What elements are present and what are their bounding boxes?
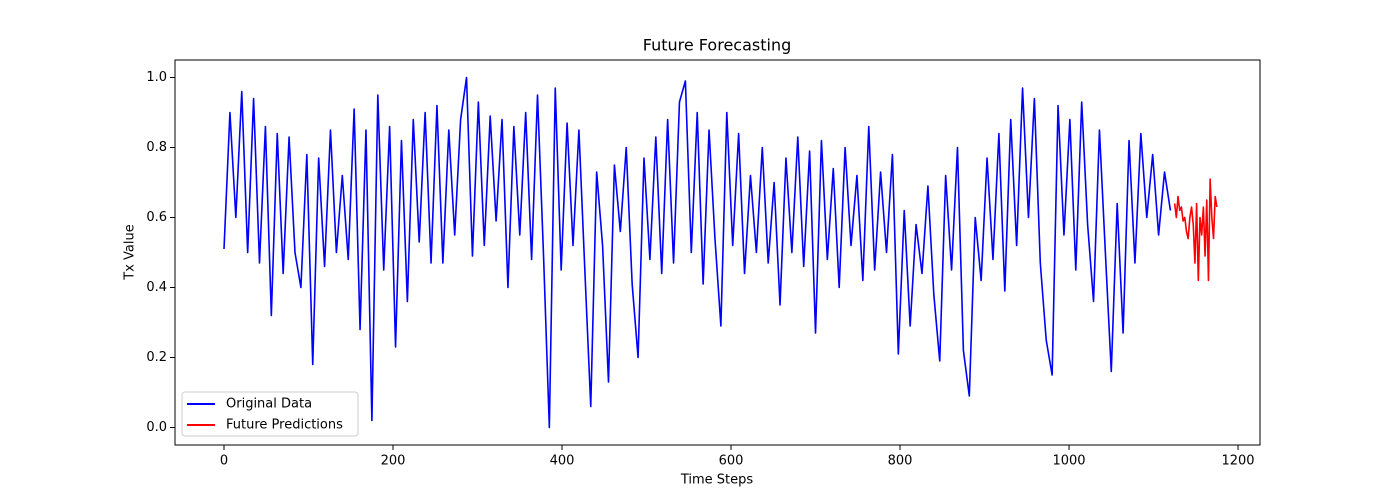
y-tick-label: 0.0 [146,420,167,435]
legend-label: Future Predictions [226,418,343,433]
x-tick-label: 1000 [1052,454,1085,469]
x-tick-label: 800 [888,454,913,469]
x-tick-label: 200 [381,454,406,469]
legend-label: Original Data [226,397,312,412]
legend-box [181,391,359,437]
y-tick-label: 0.2 [146,350,167,365]
y-tick-label: 0.4 [146,280,167,295]
y-axis-label: Tx Value [123,224,138,280]
x-tick-label: 400 [550,454,575,469]
x-tick-label: 600 [719,454,744,469]
x-tick-label: 1200 [1221,454,1254,469]
y-tick-label: 1.0 [146,70,167,85]
plot-frame [174,59,1261,446]
y-tick-label: 0.6 [146,210,167,225]
x-tick-label: 0 [220,454,228,469]
y-tick-label: 0.8 [146,140,167,155]
data-line [1173,178,1218,282]
chart-title: Future Forecasting [643,36,791,55]
data-line [223,76,1172,429]
x-axis-label: Time Steps [680,473,754,488]
